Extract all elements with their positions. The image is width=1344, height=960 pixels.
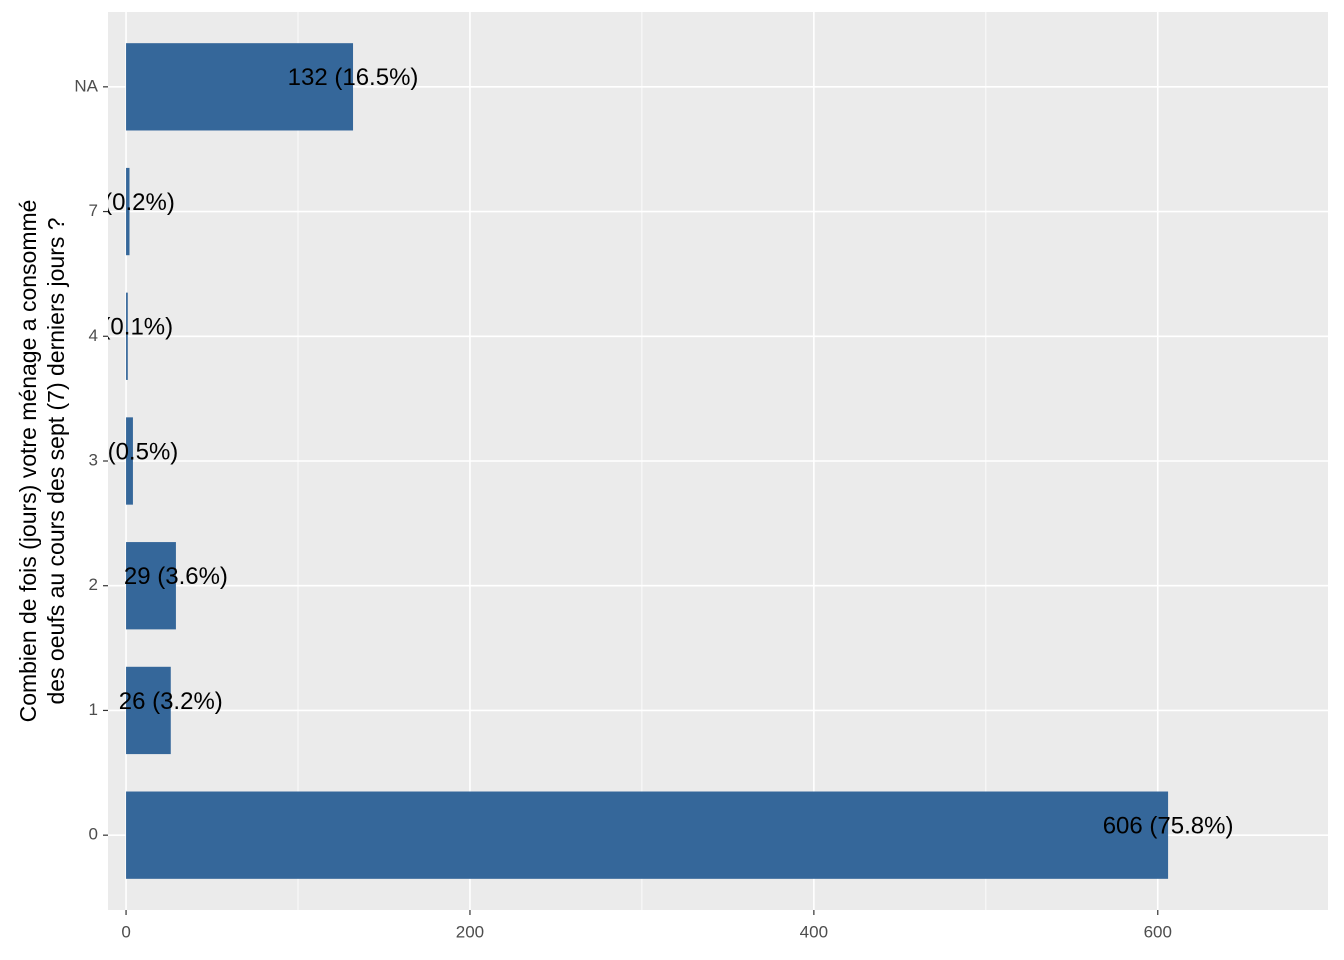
y-tick-label: 4 (89, 326, 98, 345)
bar (126, 167, 130, 256)
x-tick-label: 200 (456, 922, 484, 941)
value-label: 606 (75.8%) (1103, 813, 1234, 840)
bar (126, 542, 176, 630)
x-tick-label: 400 (800, 922, 828, 941)
y-axis-title: des oeufs au cours des sept (7) derniers… (43, 217, 69, 704)
y-tick-label: 3 (89, 450, 98, 469)
bar (126, 43, 354, 131)
value-label: 26 (3.2%) (119, 688, 223, 715)
x-tick-label: 0 (121, 922, 130, 941)
y-tick-label: NA (74, 76, 98, 95)
value-label: 2 (0.2%) (84, 189, 175, 216)
value-label: 29 (3.6%) (124, 563, 228, 590)
y-tick-label: 7 (89, 201, 98, 220)
bars (126, 43, 1169, 879)
y-tick-label: 2 (89, 575, 98, 594)
bar (126, 791, 1169, 879)
bar (126, 292, 128, 380)
value-labels: 606 (75.8%) 26 (3.2%) 29 (3.6%) 4 (0.5%) 1 (… (82, 64, 1234, 840)
value-label: 1 (0.1%) (82, 314, 173, 341)
value-label: 4 (0.5%) (88, 438, 179, 465)
bar (126, 417, 133, 505)
x-tick-label: 600 (1144, 922, 1172, 941)
y-tick-label: 1 (89, 700, 98, 719)
y-tick-label: 0 (89, 825, 98, 844)
value-label: 132 (16.5%) (288, 64, 419, 91)
bar (126, 666, 171, 755)
y-axis-title: Combien de fois (jours) votre ménage a c… (15, 200, 41, 723)
